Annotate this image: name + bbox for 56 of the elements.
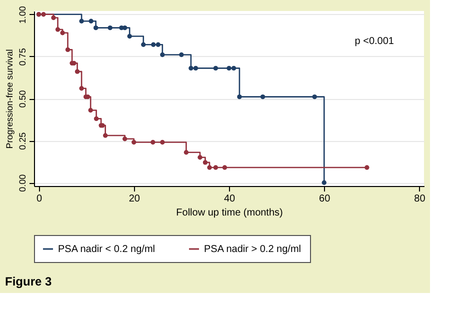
x-tick-label: 80	[414, 194, 426, 204]
x-tick-label: 60	[319, 194, 331, 204]
point	[122, 136, 128, 142]
x-tick-label: 0	[36, 194, 42, 204]
point	[108, 25, 112, 30]
point	[88, 18, 94, 24]
point	[160, 140, 165, 145]
point	[322, 180, 326, 185]
x-tick-label: 40	[224, 194, 236, 204]
point	[231, 66, 236, 71]
point	[51, 15, 56, 20]
point	[88, 108, 93, 113]
legend-label: PSA nadir < 0.2 ng/ml	[58, 244, 156, 255]
point	[179, 52, 184, 58]
point	[213, 165, 218, 170]
point	[150, 140, 156, 145]
point	[151, 42, 156, 47]
legend-label: PSA nadir > 0.2 ng/ml	[204, 244, 302, 255]
x-tick-label: 20	[128, 194, 140, 204]
point	[79, 18, 84, 24]
point	[93, 25, 98, 30]
point	[160, 52, 165, 58]
point	[237, 94, 242, 100]
point	[94, 116, 99, 122]
x-axis-title: Follow up time (months)	[176, 208, 283, 218]
annotation: p <0.001	[354, 36, 394, 47]
point	[60, 30, 65, 36]
point	[312, 94, 317, 100]
point	[156, 42, 160, 47]
point	[74, 69, 80, 74]
point	[102, 133, 108, 138]
point	[193, 66, 198, 71]
point	[207, 165, 212, 170]
point	[226, 66, 232, 71]
point	[41, 12, 46, 17]
y-tick-label: 0.25	[18, 132, 28, 150]
point	[198, 155, 202, 160]
y-tick-label: 1.00	[18, 6, 28, 24]
point	[127, 34, 132, 39]
point	[222, 165, 228, 170]
point	[260, 94, 266, 100]
y-tick-label: 0.75	[18, 48, 28, 66]
point	[213, 66, 218, 71]
y-axis-title: Progression-free survival	[4, 49, 14, 149]
point	[188, 66, 194, 71]
point	[55, 27, 60, 32]
text: Figure 3	[5, 274, 52, 288]
point	[132, 140, 136, 145]
point	[65, 47, 70, 52]
y-tick-label: 0.50	[18, 90, 28, 108]
y-tick-label: 0.00	[18, 174, 28, 192]
point	[79, 86, 84, 91]
point	[141, 42, 146, 47]
point	[202, 160, 208, 165]
point	[184, 150, 189, 155]
point	[364, 165, 370, 170]
